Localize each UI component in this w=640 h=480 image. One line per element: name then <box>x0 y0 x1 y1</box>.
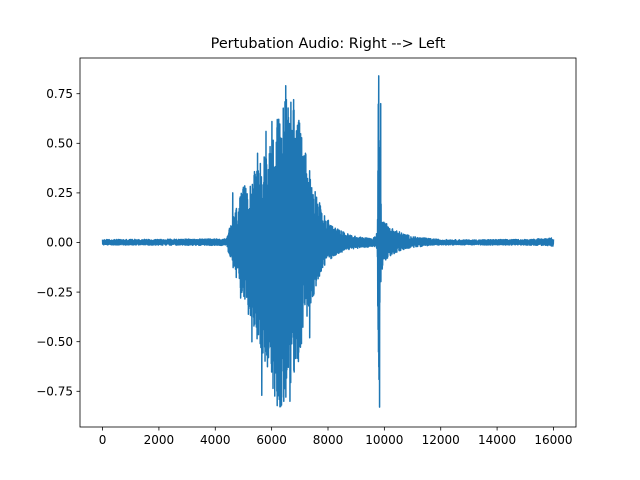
y-tick-label: −0.25 <box>36 285 73 299</box>
x-tick-label: 10000 <box>365 433 403 447</box>
y-tick-label: 0.25 <box>46 186 73 200</box>
x-tick-label: 14000 <box>478 433 516 447</box>
plot-area <box>101 75 555 408</box>
y-tick-label: 0.00 <box>46 236 73 250</box>
y-tick-label: 0.75 <box>46 87 73 101</box>
x-tick-label: 12000 <box>422 433 460 447</box>
plot-frame <box>79 57 577 428</box>
chart-title: Pertubation Audio: Right --> Left <box>211 36 446 52</box>
y-tick-label: −0.75 <box>36 384 73 398</box>
series-line-0 <box>101 75 555 408</box>
x-tick-label: 16000 <box>534 433 572 447</box>
x-axis-ticks: 0 2000 4000 6000 8000 10000 12000 14000 16000 <box>99 427 573 447</box>
y-tick-label: −0.50 <box>36 335 73 349</box>
y-axis-ticks: −0.75 −0.50 −0.25 0.00 0.25 0.50 0.75 <box>36 87 80 398</box>
x-tick-label: 2000 <box>144 433 175 447</box>
y-tick-label: 0.50 <box>46 137 73 151</box>
x-tick-label: 4000 <box>200 433 231 447</box>
x-tick-label: 8000 <box>313 433 344 447</box>
x-tick-label: 6000 <box>256 433 287 447</box>
x-tick-label: 0 <box>99 433 107 447</box>
